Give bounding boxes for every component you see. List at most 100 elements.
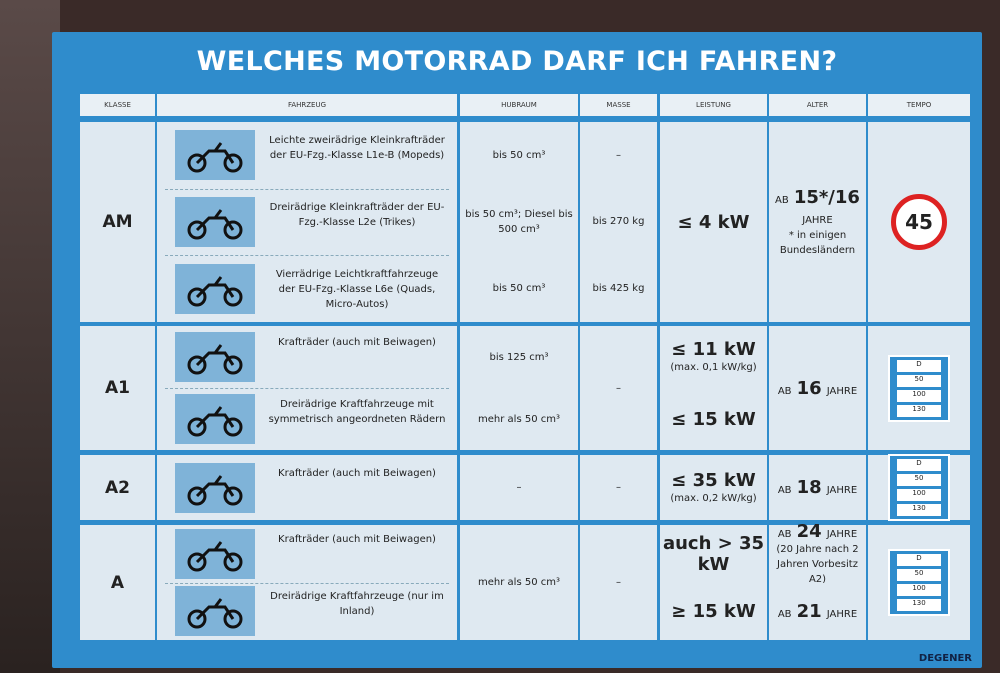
speed-sign-label: 130 — [897, 404, 941, 417]
age-cell: AB 24 JAHRE (20 Jahre nach 2 Jahren Vorbe… — [769, 521, 866, 585]
mass-cell: – — [580, 525, 657, 640]
age-prefix: AB — [777, 528, 792, 540]
displacement-cell: mehr als 50 cm³ — [460, 525, 578, 640]
age-cell: AB 16 JAHRE — [769, 326, 866, 450]
tempo-cell: D 50 100 130 — [868, 326, 970, 450]
motorcycle-icon — [175, 263, 255, 314]
power-cell: ≤ 4 kW — [660, 122, 767, 322]
mass-cell: – — [580, 122, 657, 189]
age-note: (20 Jahre nach 2 Jahren Vorbesitz A2) — [776, 543, 859, 585]
mass-cell: – — [580, 455, 657, 520]
class-cell: AM — [80, 122, 155, 322]
header-leistung: LEISTUNG — [660, 94, 767, 116]
motorcycle-icon — [175, 332, 255, 382]
header-alter: ALTER — [769, 94, 866, 116]
power: ≤ 4 kW — [677, 211, 750, 233]
mass: bis 270 kg — [592, 216, 645, 228]
motorcycle-icon — [175, 528, 255, 579]
speed-limits-germany-sign: D 50 100 130 — [888, 549, 950, 616]
tempo-cell: D 50 100 130 — [868, 525, 970, 640]
age-prefix: AB — [777, 608, 792, 620]
mass: – — [616, 382, 621, 394]
header-masse: MASSE — [580, 94, 657, 116]
mass: – — [616, 149, 621, 161]
tempo-cell: 45 — [868, 122, 970, 322]
class-label: AM — [102, 212, 133, 232]
power-cell: ≤ 15 kW — [660, 388, 767, 450]
power-cell: auch > 35 kW — [660, 525, 767, 583]
tempo-cell: D 50 100 130 — [868, 454, 970, 521]
age-suffix: JAHRE — [826, 385, 858, 397]
speed-sign-label: 50 — [897, 374, 941, 387]
header-tempo: TEMPO — [868, 94, 970, 116]
displacement: – — [516, 482, 522, 493]
motorcycle-icon — [175, 197, 255, 247]
displacement-cell: mehr als 50 cm³ — [460, 388, 578, 450]
speed-sign-label: D — [897, 359, 941, 372]
poster: WELCHES MOTORRAD DARF ICH FAHREN? KLASSE… — [52, 32, 982, 668]
displacement-cell: – — [460, 455, 578, 520]
age-value: 18 — [796, 477, 822, 498]
poster-title: WELCHES MOTORRAD DARF ICH FAHREN? — [196, 46, 838, 77]
displacement: mehr als 50 cm³ — [478, 577, 560, 588]
class-cell: A2 — [80, 455, 155, 520]
age-value: 15*/16 — [793, 186, 860, 208]
age-cell: AB 21 JAHRE — [769, 582, 866, 640]
displacement: bis 50 cm³; Diesel bis 500 cm³ — [465, 208, 573, 235]
age-prefix: AB — [777, 485, 792, 496]
mass-cell: bis 425 kg — [580, 255, 657, 322]
power: ≤ 35 kW — [671, 469, 756, 491]
displacement: bis 50 cm³ — [492, 149, 546, 161]
age-footnote: * in einigen Bundesländern — [779, 229, 856, 256]
header-klasse: KLASSE — [80, 94, 155, 116]
mass: – — [616, 577, 621, 588]
mass: – — [616, 482, 621, 493]
header-hubraum: HUBRAUM — [460, 94, 578, 116]
class-label: A2 — [105, 477, 130, 498]
class-cell: A1 — [80, 326, 155, 450]
age-value: 21 — [796, 600, 822, 622]
age-value: 24 — [796, 520, 822, 542]
mass: bis 425 kg — [592, 283, 645, 295]
speed-sign-label: D — [897, 459, 941, 471]
brand-logo: DEGENER — [918, 653, 972, 664]
speed-sign-label: 50 — [897, 569, 941, 581]
displacement-cell: bis 50 cm³ — [460, 122, 578, 189]
vehicle-description: Leichte zweirädrige Kleinkrafträder der … — [269, 135, 445, 162]
speed-limits-germany-sign: D 50 100 130 — [888, 454, 950, 521]
power-cell: ≤ 35 kW (max. 0,2 kW/kg) — [660, 455, 767, 520]
row-divider — [165, 255, 449, 257]
displacement-cell: bis 125 cm³ — [460, 326, 578, 388]
displacement: bis 125 cm³ — [489, 351, 549, 363]
displacement-cell: bis 50 cm³; Diesel bis 500 cm³ — [460, 188, 578, 256]
mass-cell: bis 270 kg — [580, 188, 657, 256]
power-note: (max. 0,2 kW/kg) — [670, 492, 757, 504]
motorcycle-icon — [175, 394, 255, 444]
row-divider — [165, 388, 449, 389]
age-cell: AB 15*/16 JAHRE * in einigen Bundesländer… — [769, 122, 866, 322]
age-prefix: AB — [777, 385, 792, 397]
speed-limit-sign: 45 — [891, 194, 947, 250]
speed-sign-label: 100 — [897, 489, 941, 501]
power: auch > 35 kW — [662, 532, 765, 575]
displacement-cell: bis 50 cm³ — [460, 255, 578, 322]
age-value: 16 — [796, 377, 822, 399]
speed-sign-label: 130 — [897, 599, 941, 611]
speed-limits-germany-sign: D 50 100 130 — [888, 354, 950, 422]
speed-sign-label: 50 — [897, 474, 941, 486]
power: ≤ 11 kW — [671, 339, 756, 360]
mass-cell: – — [580, 326, 657, 450]
vehicle-description: Krafträder (auch mit Beiwagen) — [278, 533, 436, 545]
age-prefix: AB — [775, 194, 789, 206]
age-cell: AB 18 JAHRE — [769, 455, 866, 520]
class-label: A1 — [105, 378, 130, 398]
age-suffix: JAHRE — [826, 608, 858, 620]
displacement: mehr als 50 cm³ — [478, 413, 560, 425]
age-suffix: JAHRE — [826, 528, 858, 540]
vehicle-description: Dreirädrige Kraftfahrzeuge (nur im Inlan… — [270, 591, 444, 618]
speed-sign-label: 100 — [897, 389, 941, 402]
vehicle-description: Krafträder (auch mit Beiwagen) — [278, 467, 436, 479]
row-divider — [165, 582, 449, 584]
power-note: (max. 0,1 kW/kg) — [670, 362, 757, 373]
speed-sign-label: 100 — [897, 584, 941, 596]
